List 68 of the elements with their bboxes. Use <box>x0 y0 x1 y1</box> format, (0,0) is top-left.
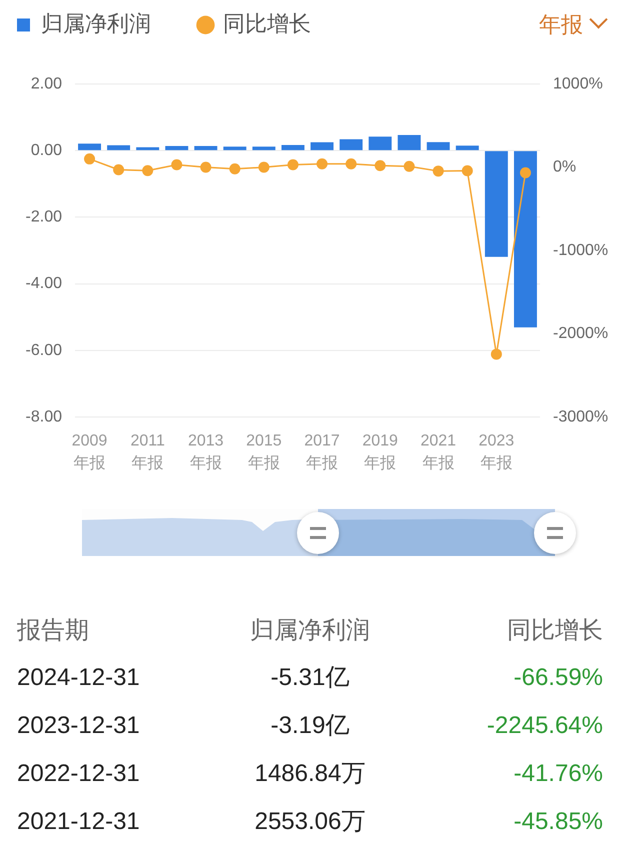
text: -2245.64% <box>486 711 603 741</box>
x-tick-label: 2015 年报 <box>246 432 282 472</box>
bar <box>194 146 218 150</box>
bar <box>223 146 246 150</box>
y-tick-label: -8.00 <box>26 408 62 426</box>
y2-tick-label: 0% <box>553 158 576 176</box>
bar <box>340 139 363 150</box>
text: 2553.06万 <box>254 807 366 837</box>
x-tick-label: 2017 年报 <box>304 432 340 472</box>
bar <box>368 136 392 150</box>
text: -5.31亿 <box>270 663 350 693</box>
point <box>404 160 415 172</box>
point <box>462 165 473 176</box>
bar <box>310 142 334 150</box>
point <box>200 162 212 173</box>
bar <box>78 144 102 150</box>
y-tick-label: -4.00 <box>26 275 62 292</box>
y-tick-label: -6.00 <box>26 342 62 359</box>
text: 归属净利润 <box>249 616 371 646</box>
bar <box>252 146 276 150</box>
x-tick-label: 2013 年报 <box>188 432 224 472</box>
x-tick-label: 2019 年报 <box>362 432 398 472</box>
x-tick-label: 2011 年报 <box>130 432 165 472</box>
y2-tick-label: -1000% <box>553 242 608 259</box>
bar <box>281 144 304 150</box>
text: -41.76% <box>514 759 603 789</box>
point <box>229 163 240 174</box>
x-tick-label: 2009 年报 <box>72 432 108 472</box>
y2-tick-label: -2000% <box>553 325 608 342</box>
point <box>374 160 386 172</box>
point <box>520 167 531 178</box>
bar <box>165 146 188 150</box>
text: 2024-12-31 <box>17 663 140 693</box>
bar <box>426 142 450 150</box>
text: 同比增长 <box>507 616 603 646</box>
legend-label: 同比增长 <box>223 11 311 36</box>
point <box>287 159 298 170</box>
point <box>142 165 154 176</box>
bar <box>514 151 537 328</box>
bar <box>484 151 508 257</box>
point <box>316 158 328 170</box>
y2-tick-label: 1000% <box>553 75 603 92</box>
y2-tick-label: -3000% <box>553 408 608 426</box>
point <box>113 164 124 176</box>
text: 2021-12-31 <box>17 807 140 837</box>
bar <box>456 146 479 150</box>
text: 1486.84万 <box>254 759 366 789</box>
y-tick-label: 2.00 <box>30 75 62 92</box>
y-tick-label: -2.00 <box>26 208 62 226</box>
bar <box>398 134 421 150</box>
text: 2022-12-31 <box>17 759 140 789</box>
text: 2023-12-31 <box>17 711 140 741</box>
text: -66.59% <box>514 663 603 693</box>
text: -45.85% <box>514 807 603 837</box>
x-tick-label: 2023 年报 <box>478 432 514 472</box>
point <box>258 162 270 173</box>
text: -3.19亿 <box>270 711 350 741</box>
text: 报告期 <box>17 616 89 646</box>
point <box>432 166 444 177</box>
point <box>84 153 96 164</box>
text: 年报 <box>539 11 583 39</box>
bar <box>107 145 130 150</box>
legend-label: 归属净利润 <box>41 11 151 36</box>
y-tick-label: 0.00 <box>30 142 62 160</box>
x-tick-label: 2021 年报 <box>420 432 456 472</box>
point <box>171 159 182 170</box>
point <box>490 348 502 360</box>
point <box>346 158 357 170</box>
